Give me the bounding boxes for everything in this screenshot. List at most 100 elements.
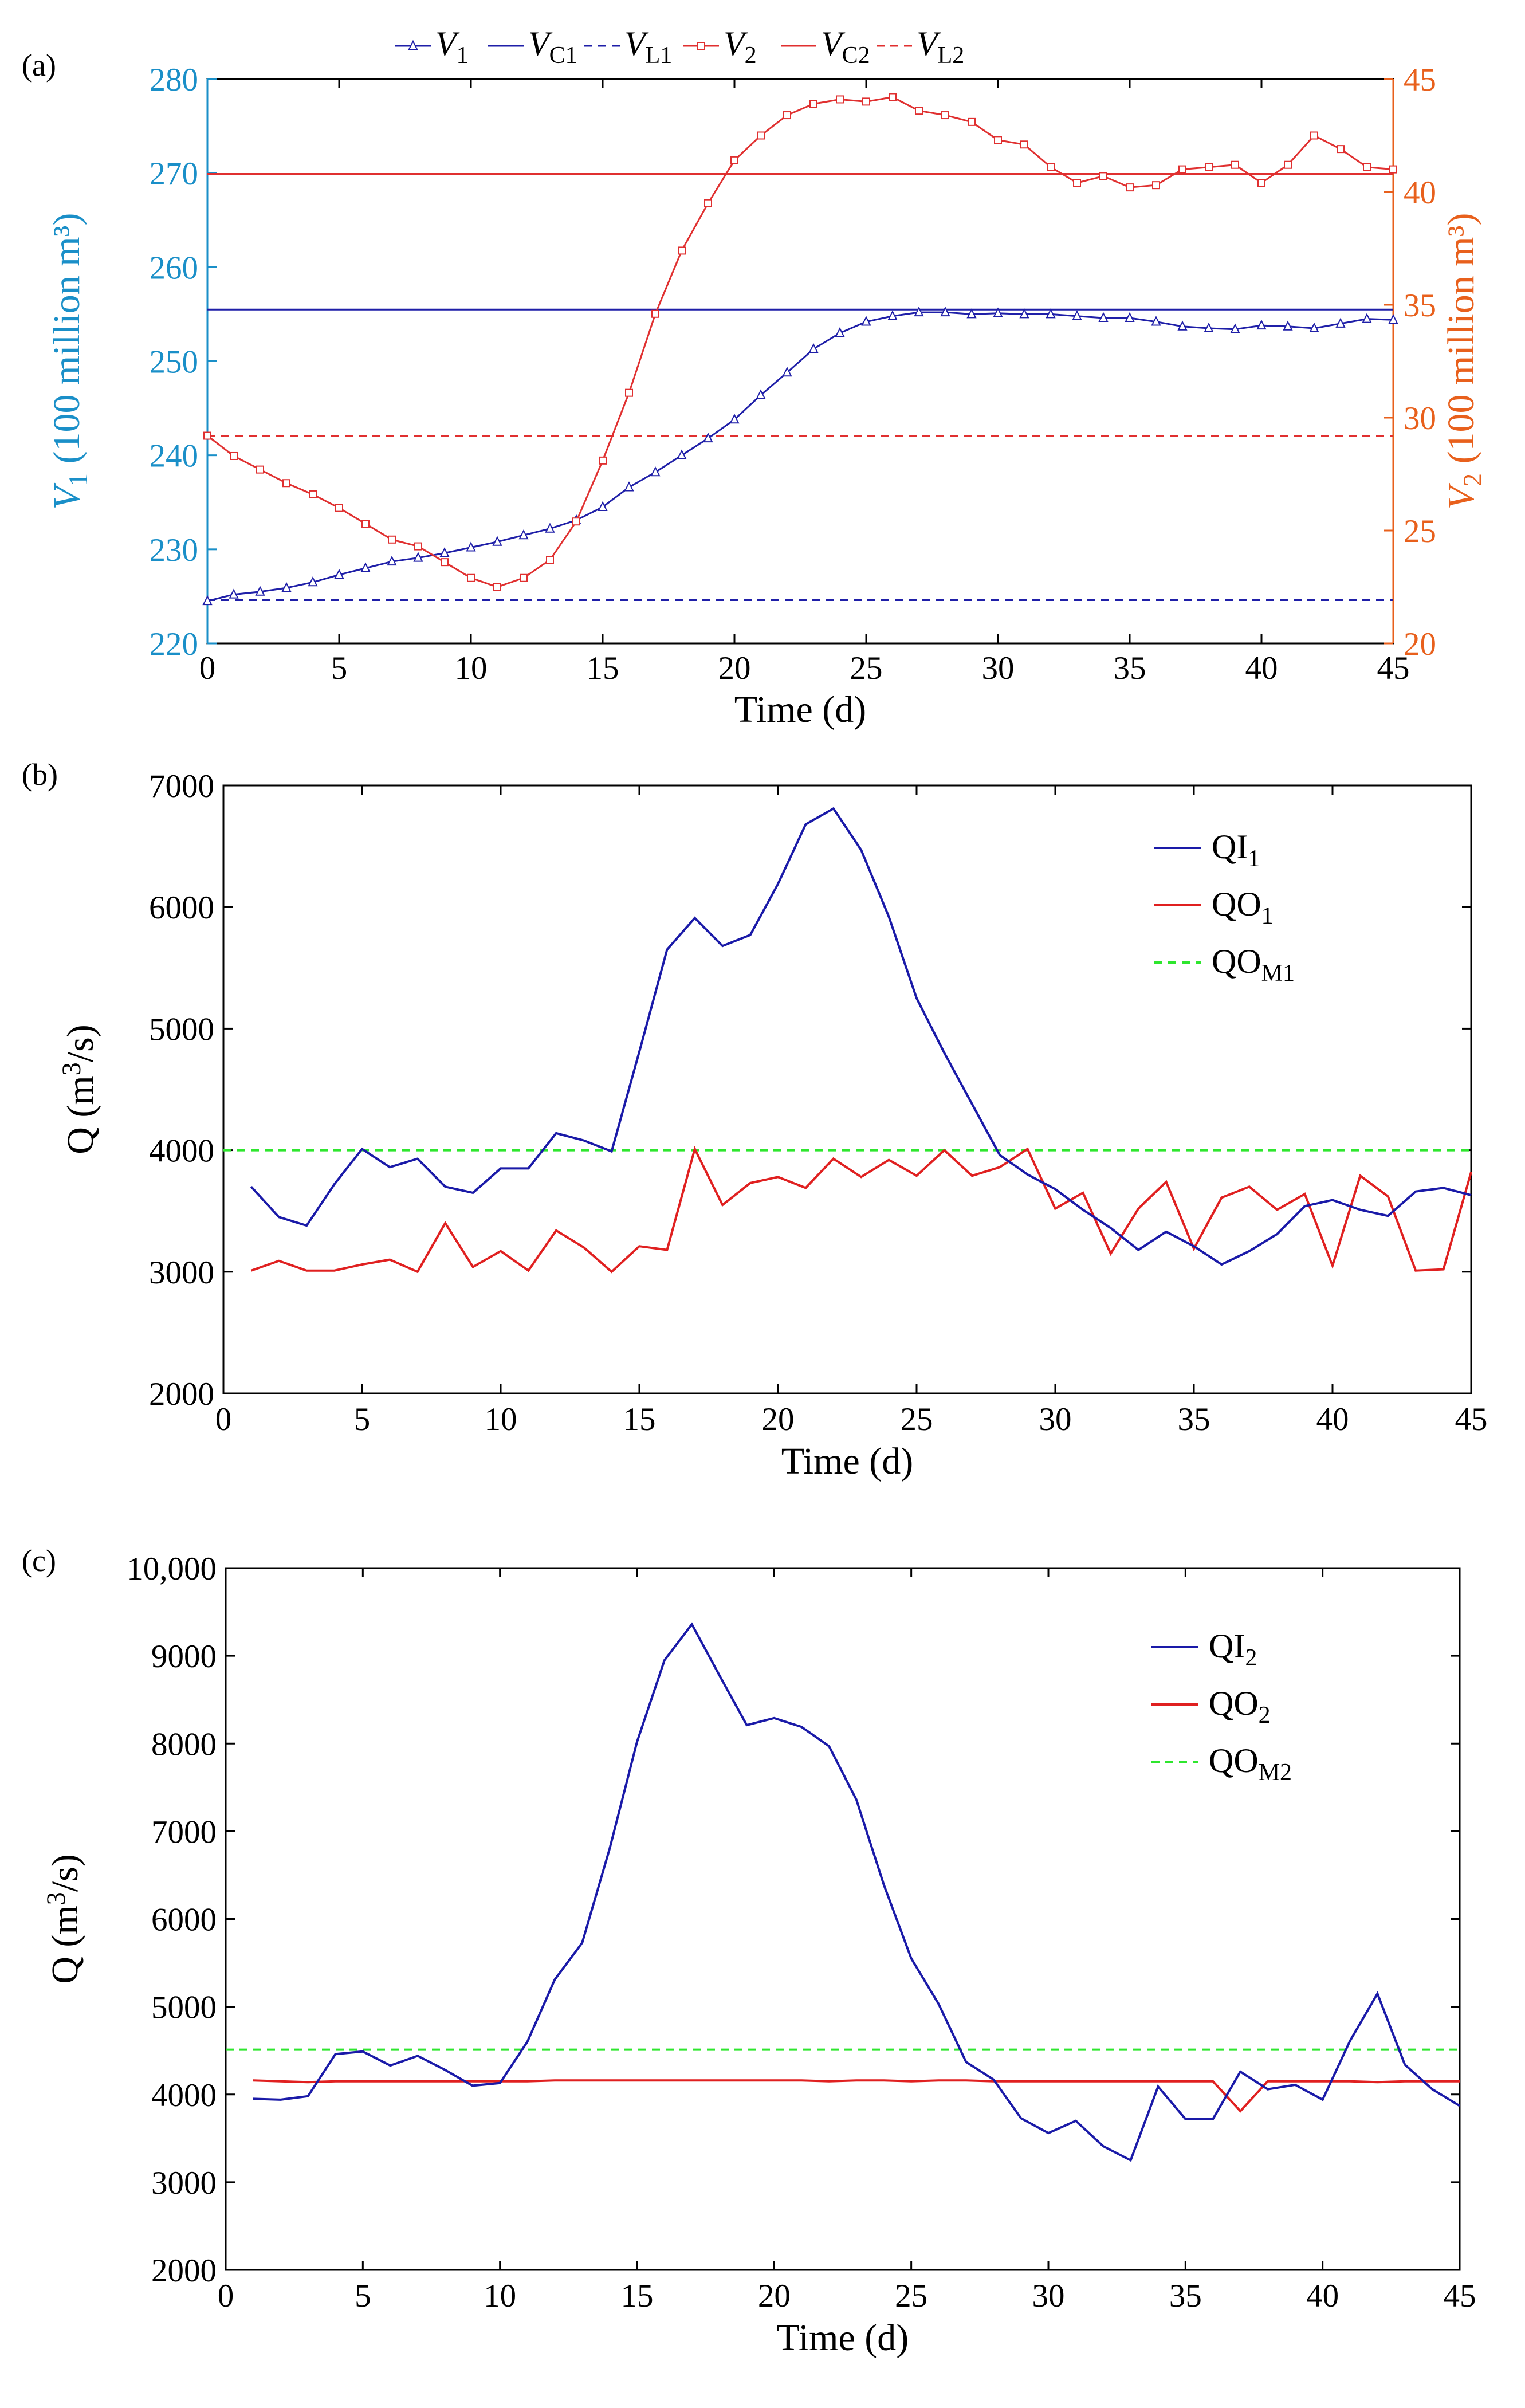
y-tick-label: 3000 xyxy=(151,2165,217,2201)
x-tick-label: 5 xyxy=(355,2278,371,2314)
v1-point xyxy=(492,536,502,546)
y-axis-label-part: Q (m xyxy=(60,1075,101,1154)
y-right-axis-label: V2 (100 million m³) xyxy=(1440,213,1487,510)
v2-point xyxy=(546,556,554,564)
v1-point xyxy=(387,555,397,566)
v1-point xyxy=(624,481,634,492)
legend-label-part: V xyxy=(435,25,460,62)
v2-point xyxy=(388,535,396,544)
v1-point xyxy=(782,366,792,377)
v2-point xyxy=(625,388,633,397)
v1-point xyxy=(914,306,924,317)
y-axis-label-part: 3 xyxy=(57,1062,86,1075)
v2-line xyxy=(207,96,1394,588)
legend-label-part: 1 xyxy=(1248,846,1260,872)
x-tick-label: 30 xyxy=(982,650,1015,686)
legend-label-part: QO xyxy=(1209,1742,1259,1780)
qi-line xyxy=(250,807,1472,1266)
x-tick-label: 10 xyxy=(455,650,488,686)
y-tick-label: 6000 xyxy=(149,890,214,926)
v2-point xyxy=(757,131,765,140)
panel-a-label: (a) xyxy=(22,48,56,83)
legend-label: QO2 xyxy=(1209,1684,1271,1729)
y-tick-label: 4000 xyxy=(151,2077,217,2114)
v1-point xyxy=(1072,310,1082,320)
x-tick-label: 45 xyxy=(1444,2278,1476,2314)
x-tick-label: 30 xyxy=(1032,2278,1065,2314)
y-right-tick-label: 20 xyxy=(1404,626,1436,662)
y-axis-label-part: /s) xyxy=(44,1854,86,1892)
v1-point xyxy=(1177,320,1188,331)
v1-line xyxy=(207,311,1394,602)
y-tick-label: 2000 xyxy=(151,2253,217,2289)
legend-label-part: QI xyxy=(1212,828,1248,866)
v2-point xyxy=(1337,145,1345,154)
y-right-tick-label: 45 xyxy=(1404,62,1436,98)
y-tick-label: 7000 xyxy=(151,1814,217,1850)
x-axis-label: Time (d) xyxy=(734,689,866,730)
x-tick-label: 20 xyxy=(758,2278,791,2314)
qo-line xyxy=(253,2079,1460,2113)
panel-b-label: (b) xyxy=(22,757,58,792)
x-tick-label: 15 xyxy=(621,2278,654,2314)
legend-label-part: V xyxy=(724,25,748,62)
legend-label-part: C2 xyxy=(842,42,870,69)
y-left-axis-label-part: 1 xyxy=(64,473,93,486)
v1-point xyxy=(1335,317,1346,328)
v1-point xyxy=(729,414,740,424)
x-axis-label: Time (d) xyxy=(777,2317,909,2359)
legend-label-part: V xyxy=(624,25,649,62)
y-tick-label: 8000 xyxy=(151,1726,217,1762)
v2-point xyxy=(256,465,264,474)
y-tick-label: 5000 xyxy=(151,1990,217,2026)
legend-label-part: 1 xyxy=(1261,903,1274,929)
v1-point xyxy=(1283,320,1293,331)
v2-point xyxy=(836,95,844,104)
legend-label-part: 2 xyxy=(1259,1702,1271,1729)
v1-point xyxy=(756,389,766,399)
v1-point xyxy=(334,568,344,579)
x-tick-label: 30 xyxy=(1039,1401,1072,1437)
x-tick-label: 10 xyxy=(485,1401,517,1437)
v1-point xyxy=(439,547,450,557)
v2-point xyxy=(1099,172,1107,180)
x-tick-label: 45 xyxy=(1377,650,1410,686)
y-tick-label: 4000 xyxy=(149,1133,214,1169)
v2-point xyxy=(572,517,580,526)
y-axis-label-part: Q (m xyxy=(44,1905,86,1983)
panel-a: (a)0 5 10 15 20 25 30 35 40 452202302402502602702… xyxy=(22,25,1487,730)
v2-point xyxy=(335,504,343,512)
y-left-axis-label-part: (100 million m³) xyxy=(46,213,88,473)
x-tick-label: 15 xyxy=(587,650,619,686)
v1-point xyxy=(308,576,318,587)
v1-point xyxy=(466,541,476,552)
v2-point xyxy=(783,111,791,120)
plot-frame xyxy=(225,1567,1461,2271)
v1-point xyxy=(1125,312,1135,322)
v2-point xyxy=(678,246,686,255)
legend-label-part: C1 xyxy=(549,42,577,69)
legend-label-part: V xyxy=(528,25,553,62)
v2-point xyxy=(862,97,870,106)
x-tick-label: 0 xyxy=(215,1401,232,1437)
x-tick-label: 15 xyxy=(623,1401,656,1437)
legend-label-part: QO xyxy=(1212,885,1261,923)
x-tick-label: 20 xyxy=(718,650,751,686)
panel-b: (b) 0 5 10 15 20 25 30 35 40 45 2000 3000 4000 5000 600… xyxy=(22,757,1488,1482)
x-tick-label: 45 xyxy=(1455,1401,1488,1437)
v2-point xyxy=(941,111,949,120)
v1-point xyxy=(281,582,292,592)
legend-label-part: 2 xyxy=(1245,1645,1257,1671)
v2-point xyxy=(282,479,290,488)
legend-label: VL2 xyxy=(917,25,964,69)
legend-label-part: M2 xyxy=(1259,1759,1292,1786)
v1-point xyxy=(1388,314,1398,324)
v1-point xyxy=(835,327,845,337)
v1-point xyxy=(518,529,529,540)
legend-label: QO1 xyxy=(1212,885,1274,929)
y-axis-label: Q (m3/s) xyxy=(41,1854,86,1984)
v2-point xyxy=(704,199,712,207)
x-tick-label: 0 xyxy=(218,2278,234,2314)
x-tick-label: 40 xyxy=(1316,1401,1349,1437)
